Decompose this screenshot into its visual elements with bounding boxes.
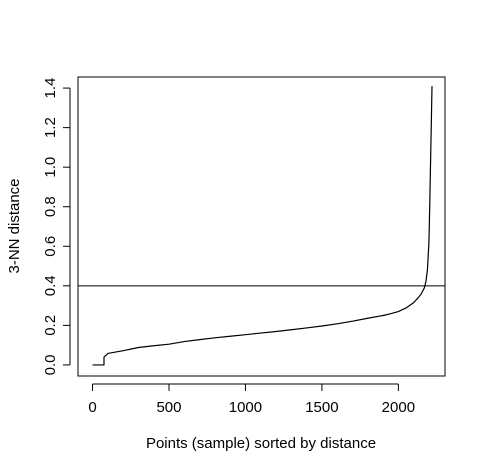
y-axis-label: 3-NN distance [6,178,23,273]
y-tick-label: 0.0 [42,354,59,375]
series-layer [78,86,445,366]
x-axis: 0 500 1000 1500 2000 [88,383,415,416]
x-tick-label: 1500 [305,399,338,416]
x-axis-label: Points (sample) sorted by distance [146,435,376,452]
y-tick-label: 1.4 [42,78,59,99]
x-tick-label: 2000 [382,399,415,416]
y-tick-label: 0.8 [42,196,59,217]
series-line [92,86,433,366]
y-tick-label: 0.2 [42,315,59,336]
y-axis: 0.0 0.2 0.4 0.6 0.8 1.0 1.2 1.4 [42,78,71,375]
y-tick-label: 1.0 [42,157,59,178]
plot-frame [77,76,446,377]
x-tick-label: 1000 [229,399,262,416]
x-tick-label: 0 [88,399,96,416]
y-tick-label: 0.6 [42,236,59,257]
y-tick-label: 1.2 [42,117,59,138]
x-tick-label: 500 [156,399,181,416]
y-tick-label: 0.4 [42,275,59,296]
